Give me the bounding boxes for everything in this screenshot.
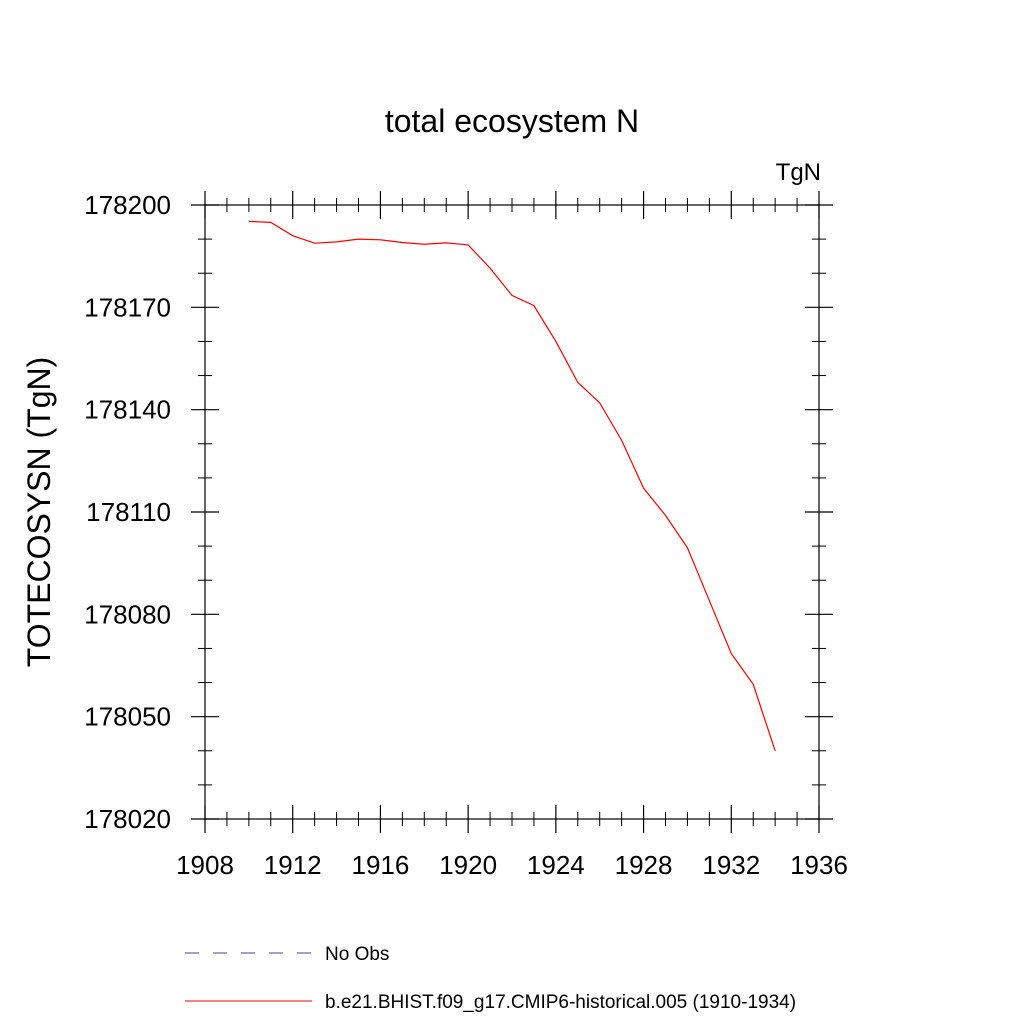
x-tick-label: 1920 [439, 850, 497, 880]
axis-ticks [191, 191, 833, 833]
series-layer [248, 220, 776, 751]
tick-labels: 1908 1912 1916 1920 1924 1928 1932 1936 178020 17… [84, 190, 848, 880]
x-tick-label: 1916 [352, 850, 410, 880]
legend-label-no-obs: No Obs [325, 944, 389, 965]
plot-frame [204, 204, 820, 820]
units-label: TgN [776, 159, 821, 186]
chart-title: total ecosystem N [385, 103, 639, 139]
x-tick-label: 1928 [615, 850, 673, 880]
x-tick-label: 1908 [176, 850, 234, 880]
x-tick-label: 1932 [702, 850, 760, 880]
series-line-1 [248, 220, 776, 751]
x-tick-label: 1924 [527, 850, 585, 880]
y-tick-label: 178140 [84, 395, 171, 425]
legend-label-model: b.e21.BHIST.f09_g17.CMIP6-historical.005… [325, 992, 796, 1013]
y-tick-label: 178170 [84, 292, 171, 322]
y-tick-label: 178020 [84, 804, 171, 834]
y-tick-label: 178050 [84, 702, 171, 732]
y-axis-label: TOTECOSYSN (TgN) [21, 357, 57, 668]
y-tick-label: 178110 [86, 497, 171, 527]
x-tick-label: 1912 [264, 850, 322, 880]
y-tick-label: 178200 [84, 190, 171, 220]
legend: No Obs b.e21.BHIST.f09_g17.CMIP6-histori… [185, 944, 796, 1013]
y-tick-label: 178080 [84, 599, 171, 629]
x-tick-label: 1936 [790, 850, 848, 880]
